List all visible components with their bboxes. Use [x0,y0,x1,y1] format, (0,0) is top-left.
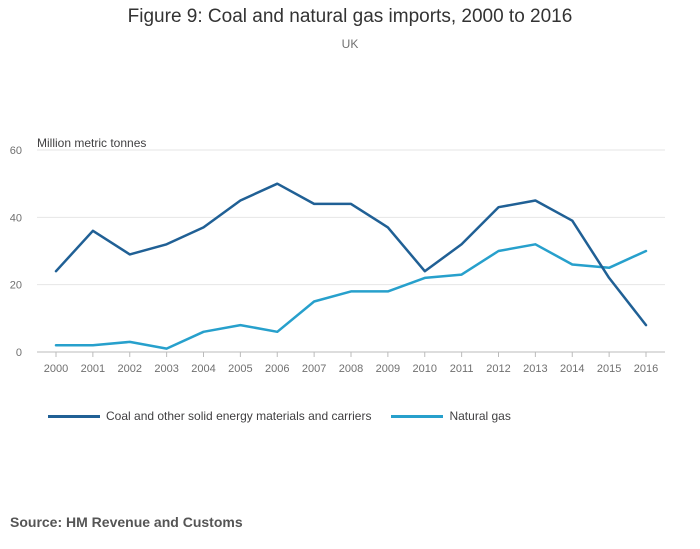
x-tick-label: 2005 [228,363,252,375]
x-tick-label: 2009 [376,363,400,375]
chart-title: Figure 9: Coal and natural gas imports, … [127,6,573,27]
legend-label-coal: Coal and other solid energy materials an… [106,409,372,423]
x-tick-labels: 2000 2001 2002 2003 2004 2005 2006 2007 2008 2009… [44,352,658,375]
legend-item-coal: Coal and other solid energy materials an… [48,409,371,423]
series-line-coal [54,182,648,327]
x-tick-label: 2002 [118,363,142,375]
y-tick-label: 40 [10,212,22,224]
legend-swatch-coal [48,414,100,418]
series-line-natural-gas [54,243,648,350]
y-tick-labels: 0 20 40 60 [10,145,22,359]
chart-subtitle: UK [341,37,359,51]
x-tick-label: 2000 [44,363,68,375]
x-tick-label: 2011 [450,363,474,375]
x-tick-label: 2003 [154,363,178,375]
source-note: Source: HM Revenue and Customs [10,514,243,530]
x-tick-label: 2016 [634,363,658,375]
y-tick-label: 0 [16,347,22,359]
x-tick-label: 2006 [265,363,289,375]
x-tick-label: 2004 [191,363,215,375]
y-tick-label: 60 [10,145,22,157]
legend-label-gas: Natural gas [449,409,511,423]
x-tick-label: 2007 [302,363,326,375]
x-tick-label: 2001 [81,363,105,375]
legend-item-gas: Natural gas [391,409,511,423]
x-tick-label: 2014 [560,363,584,375]
x-tick-label: 2010 [413,363,437,375]
legend-swatch-gas [391,414,444,418]
y-tick-label: 20 [10,280,22,292]
legend: Coal and other solid energy materials an… [48,409,531,423]
x-tick-label: 2015 [597,363,621,375]
grid-lines [37,149,665,353]
x-tick-label: 2008 [339,363,363,375]
x-tick-label: 2012 [486,363,510,375]
y-axis-label: Million metric tonnes [37,136,146,150]
x-tick-label: 2013 [523,363,547,375]
series-lines [54,182,648,350]
